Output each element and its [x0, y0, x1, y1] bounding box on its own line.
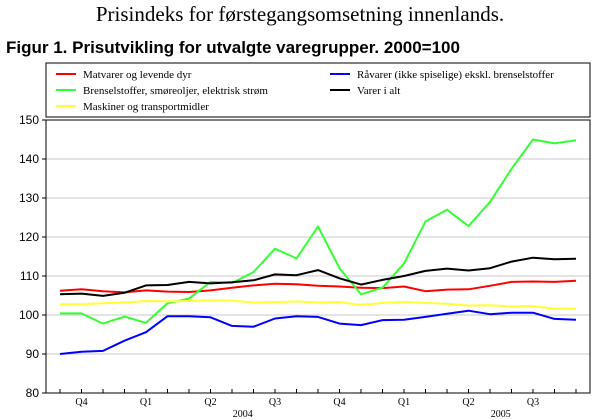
series-line	[59, 256, 577, 297]
page-heading: Prisindeks for førstegangsomsetning inne…	[95, 2, 505, 26]
y-tick-label: 140	[19, 152, 39, 166]
x-year-label: 2005	[491, 409, 511, 420]
x-quarter-label: Q4	[333, 397, 345, 408]
figure-title: Figur 1. Prisutvikling for utvalgte vare…	[6, 38, 460, 57]
y-tick-label: 120	[19, 230, 39, 244]
legend-label: Matvarer og levende dyr	[83, 69, 192, 81]
series-line	[60, 138, 577, 325]
x-quarter-label: Q3	[269, 397, 281, 408]
legend-label: Varer i alt	[357, 85, 400, 97]
series-line	[59, 279, 577, 294]
series-line	[59, 309, 577, 355]
legend-label: Råvarer (ikke spiselige) ekskl. brensels…	[357, 69, 554, 81]
chart-series	[59, 138, 577, 355]
chart-axes: 80 90 100 110 120 130 140 150 Q4 Q1 Q2 Q3 Q4 Q1 Q2 Q3 20…	[19, 113, 591, 420]
y-tick-label: 110	[20, 269, 39, 283]
legend-box	[45, 62, 591, 118]
plot-frame	[45, 119, 591, 394]
legend-label: Brenselstoffer, smøreoljer, elektrisk st…	[83, 85, 268, 97]
x-year-label: 2004	[233, 409, 253, 420]
y-tick-label: 100	[19, 308, 39, 322]
chart-grid	[46, 158, 590, 355]
chart-legend: Matvarer og levende dyr Brenselstoffer, s…	[45, 62, 591, 118]
y-tick-label: 150	[19, 113, 39, 127]
x-quarter-label: Q1	[398, 397, 410, 408]
x-quarter-label: Q2	[204, 397, 216, 408]
y-tick-label: 80	[26, 386, 40, 400]
x-quarter-label: Q2	[462, 397, 474, 408]
legend-label: Maskiner og transportmidler	[83, 101, 209, 113]
x-quarter-label: Q1	[140, 397, 152, 408]
x-quarter-label: Q3	[527, 397, 539, 408]
x-quarter-label: Q4	[75, 397, 87, 408]
y-tick-label: 130	[19, 191, 39, 205]
y-tick-label: 90	[26, 347, 40, 361]
series-line	[60, 299, 576, 310]
